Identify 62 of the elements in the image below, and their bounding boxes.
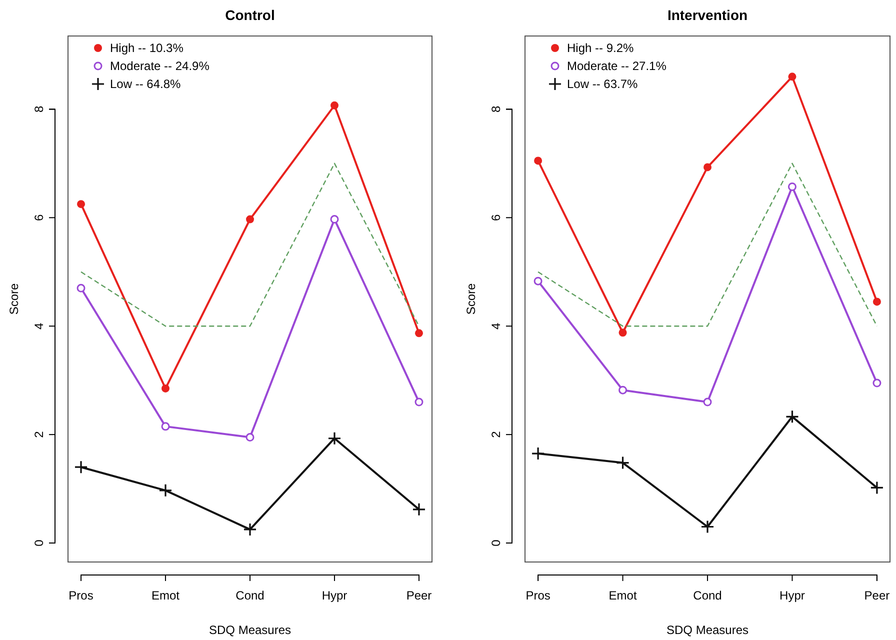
point [534,276,542,286]
point [330,101,338,110]
point [618,328,627,337]
y-tick-label: 2 [32,430,46,438]
legend-label: Low -- 64.8% [110,77,182,91]
x-tick-label: Pros [526,588,550,603]
legend-label: High -- 9.2% [567,41,634,55]
y-tick-label: 8 [489,106,503,113]
x-axis-title: SDQ Measures [208,623,292,637]
y-tick-label: 0 [32,539,46,546]
point [700,520,714,534]
point [788,182,796,191]
x-tick-label: Hypr [780,588,805,603]
x-tick-label: Cond [693,588,722,603]
x-tick-label: Cond [236,588,264,603]
y-tick-label: 0 [489,539,503,546]
point [76,284,86,292]
point [704,163,712,172]
y-tick-label: 6 [32,214,46,222]
y-tick-label: 4 [32,322,46,330]
chart-title: Intervention [667,7,748,23]
x-tick-label: Emot [608,588,638,603]
x-tick-label: Peer [864,588,890,603]
y-tick-label: 6 [489,214,503,222]
point [161,422,170,431]
y-tick-label: 4 [489,322,503,330]
point [330,215,339,224]
point [870,480,884,495]
point [618,386,628,394]
point [414,329,423,338]
point [246,433,254,442]
x-tick-label: Emot [152,588,180,603]
x-tick-label: Pros [68,588,94,603]
x-tick-label: Hypr [322,588,348,603]
legend-label: Moderate -- 27.1% [567,59,667,73]
point [243,522,257,536]
legend-label: Low -- 63.7% [567,77,638,91]
point [328,432,342,446]
y-axis-title: Score [7,283,21,315]
point [531,446,545,460]
x-tick-label: Peer [406,588,432,603]
point [74,460,88,474]
point [616,456,630,470]
point [534,156,542,165]
point [412,502,426,516]
legend-label: Moderate -- 24.9% [110,59,210,73]
point [785,410,800,424]
point [158,484,172,498]
y-tick-label: 2 [489,430,503,438]
y-axis-title: Score [464,283,478,315]
legend-label: High -- 10.3% [110,41,184,55]
point [246,215,254,224]
point [872,378,882,388]
point [872,298,881,306]
point [414,398,424,406]
point [77,200,86,208]
chart-title: Control [225,7,275,23]
point [703,398,712,406]
point [162,384,170,392]
y-tick-label: 8 [32,106,46,113]
x-axis-title: SDQ Measures [666,623,749,637]
point [788,72,796,81]
